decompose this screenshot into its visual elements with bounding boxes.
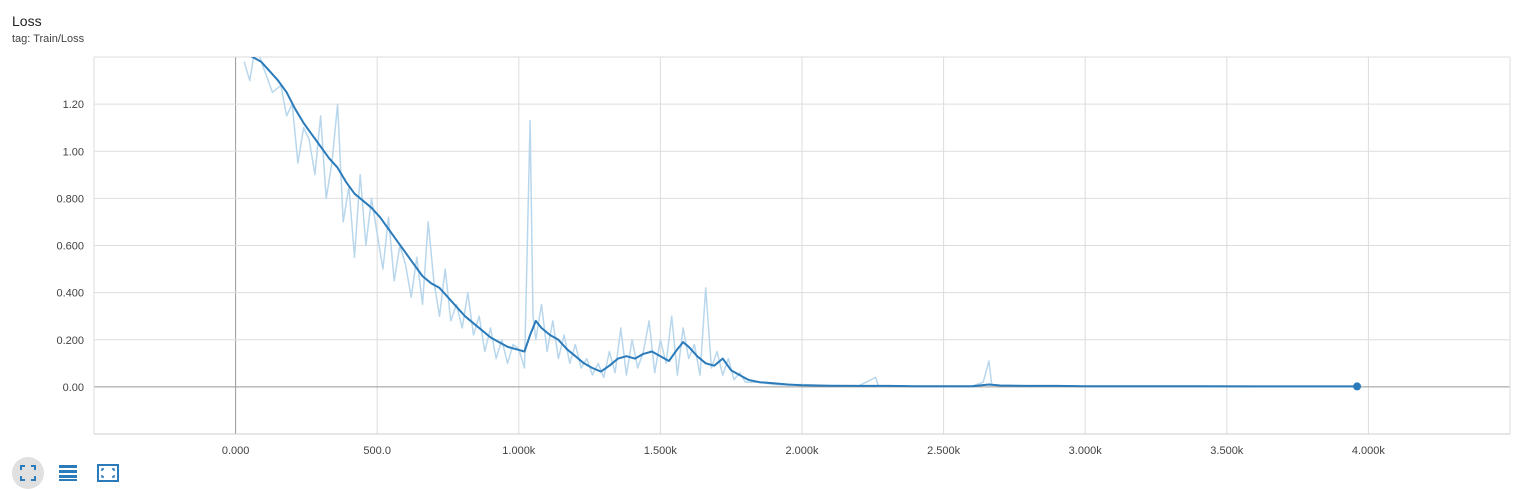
y-tick-label: 0.400 xyxy=(56,288,84,300)
chart-tag: tag: Train/Loss xyxy=(12,33,85,45)
x-tick-label: 1.000k xyxy=(502,445,536,457)
y-tick-label: 0.800 xyxy=(56,193,84,205)
last-point-marker xyxy=(1353,382,1362,391)
grid xyxy=(94,57,1510,434)
x-tick-label: 500.0 xyxy=(363,445,391,457)
expand-icon xyxy=(97,464,119,482)
y-tick-label: 0.600 xyxy=(56,241,84,253)
expand-button[interactable] xyxy=(92,457,124,489)
chart-card-header: Loss tag: Train/Loss xyxy=(12,12,84,46)
x-tick-label: 3.000k xyxy=(1069,445,1103,457)
y-tick-label: 0.200 xyxy=(56,335,84,347)
fit-domain-icon xyxy=(20,465,36,481)
x-tick-label: 2.000k xyxy=(785,445,819,457)
y-tick-label: 1.00 xyxy=(63,146,84,158)
raw-loss-line xyxy=(243,57,1358,388)
y-tick-label: 0.00 xyxy=(63,382,84,394)
list-icon xyxy=(59,465,77,481)
smoothed-loss-line xyxy=(250,57,1358,388)
y-tick-label: 1.20 xyxy=(63,99,84,111)
toggle-log-button[interactable] xyxy=(52,457,84,489)
x-tick-label: 4.000k xyxy=(1352,445,1386,457)
series xyxy=(243,57,1362,391)
x-tick-label: 3.500k xyxy=(1210,445,1244,457)
chart-title: Loss xyxy=(12,13,42,29)
x-tick-label: 2.500k xyxy=(927,445,961,457)
chart-toolbar xyxy=(12,457,124,489)
fit-domain-button[interactable] xyxy=(12,457,44,489)
tick-labels: 0.000 500.0 1.000k 1.500k 2.000k 2.500k 3.000k… xyxy=(56,99,1385,457)
axes xyxy=(93,56,1511,435)
x-tick-label: 1.500k xyxy=(644,445,678,457)
x-tick-label: 0.000 xyxy=(222,445,250,457)
